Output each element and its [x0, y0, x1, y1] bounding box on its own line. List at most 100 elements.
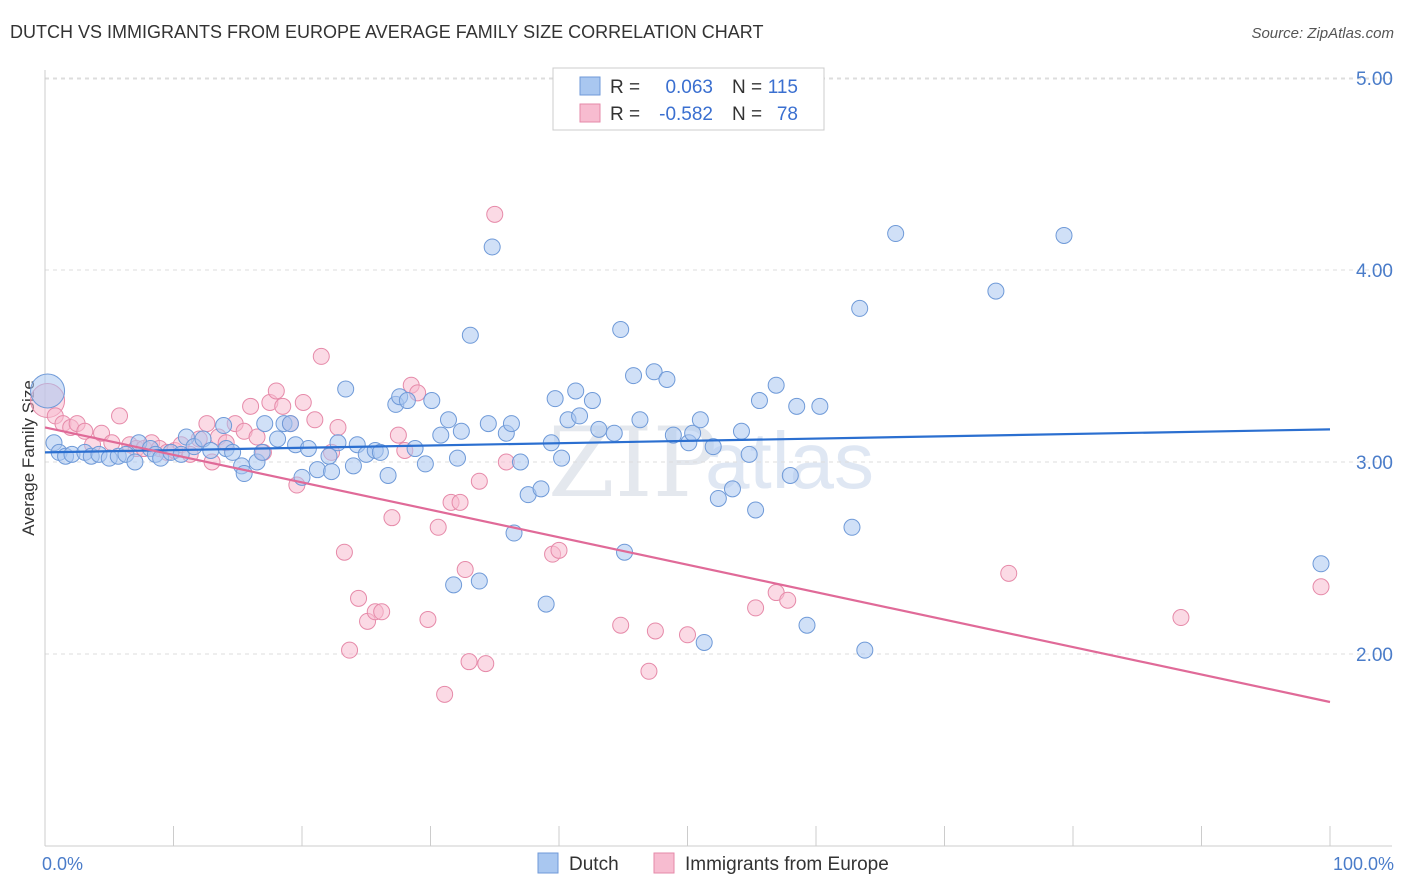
dutch-point [843, 518, 861, 536]
dutch-point [448, 449, 466, 467]
dutch-point [781, 466, 799, 484]
y-tick-label: 4.00 [1356, 261, 1393, 282]
dutch-point [537, 595, 555, 613]
y-tick-labels: 2.00 3.00 4.00 5.00 [1356, 69, 1393, 666]
dutch-point [1055, 226, 1073, 244]
dutch-point [337, 380, 355, 398]
x-tick-marks [44, 826, 1331, 846]
dutch-point [664, 426, 682, 444]
dutch-point [398, 392, 416, 410]
dutch-point [320, 447, 338, 465]
x-tick-label-min: 0.0% [42, 854, 83, 874]
dutch-point [281, 415, 299, 433]
immigrants-point [274, 397, 292, 415]
trend-lines [44, 426, 1331, 704]
dutch-point [887, 225, 905, 243]
dutch-point [344, 457, 362, 475]
immigrants-point [451, 493, 469, 511]
dutch-point [126, 453, 144, 471]
y-tick-label: 3.00 [1356, 453, 1393, 474]
legend-n-label-immigrants: N = [732, 104, 762, 125]
y-axis-label: Average Family Size [19, 380, 38, 536]
legend-r-label-immigrants: R = [610, 104, 640, 125]
immigrants-point [646, 622, 664, 640]
dutch-point [329, 434, 347, 452]
dutch-point [269, 430, 287, 448]
immigrants-point [329, 418, 347, 436]
dutch-point [553, 449, 571, 467]
dutch-point [1312, 555, 1330, 573]
bottom-legend-swatch-immigrants [653, 852, 675, 874]
dutch-point [788, 397, 806, 415]
dutch-point [253, 443, 271, 461]
legend-box: R = 0.063 N = 115 R = -0.582 N = 78 [552, 67, 825, 131]
immigrants-point [436, 685, 454, 703]
immigrants-point [460, 653, 478, 671]
dutch-point [371, 443, 389, 461]
immigrants-point [248, 428, 266, 446]
immigrants-point [550, 541, 568, 559]
immigrants-point [1172, 609, 1190, 627]
dutch-point [704, 438, 722, 456]
dutch-point [740, 445, 758, 463]
legend-n-label-dutch: N = [732, 77, 762, 98]
bottom-legend: Dutch Immigrants from Europe [537, 852, 889, 875]
dutch-point [732, 422, 750, 440]
dutch-point [416, 455, 434, 473]
dutch-point [423, 392, 441, 410]
immigrants-point [747, 599, 765, 617]
dutch-point [590, 420, 608, 438]
dutch-point [567, 382, 585, 400]
immigrants-trend-line [44, 426, 1331, 704]
dutch-point [645, 363, 663, 381]
dutch-point [658, 370, 676, 388]
dutch-point [461, 326, 479, 344]
dutch-point [709, 489, 727, 507]
dutch-point [445, 576, 463, 594]
dutch-point [439, 411, 457, 429]
dutch-point [625, 367, 643, 385]
legend-n-value-dutch: 115 [768, 77, 798, 98]
dutch-point [483, 238, 501, 256]
bottom-legend-immigrants: Immigrants from Europe [685, 854, 889, 875]
immigrants-point [1000, 564, 1018, 582]
immigrants-point [497, 453, 515, 471]
dutch-point [323, 463, 341, 481]
immigrants-point [267, 382, 285, 400]
dutch-point [612, 321, 630, 339]
dutch-point [747, 501, 765, 519]
x-tick-label-max: 100.0% [1333, 854, 1394, 874]
immigrants-point [429, 518, 447, 536]
immigrants-point [389, 426, 407, 444]
immigrants-point [373, 603, 391, 621]
dutch-point [546, 390, 564, 408]
dutch-point [532, 480, 550, 498]
y-tick-label: 5.00 [1356, 69, 1393, 90]
immigrants-point [470, 472, 488, 490]
immigrants-point [335, 543, 353, 561]
immigrants-point [111, 407, 129, 425]
dutch-points [30, 225, 1330, 659]
immigrants-point [779, 591, 797, 609]
dutch-point [511, 453, 529, 471]
dutch-point [452, 422, 470, 440]
bottom-legend-swatch-dutch [537, 852, 559, 874]
immigrants-point [341, 641, 359, 659]
immigrants-point [306, 411, 324, 429]
dutch-point [695, 633, 713, 651]
bottom-legend-dutch: Dutch [569, 854, 619, 875]
dutch-point [723, 480, 741, 498]
dutch-point [432, 426, 450, 444]
dutch-point [851, 299, 869, 317]
dutch-point [379, 466, 397, 484]
grid [45, 77, 1392, 655]
immigrants-point [486, 205, 504, 223]
dutch-point [631, 411, 649, 429]
legend-r-label-dutch: R = [610, 77, 640, 98]
immigrants-point [640, 662, 658, 680]
legend-r-value-dutch: 0.063 [665, 77, 713, 98]
immigrants-point [350, 589, 368, 607]
dutch-point [406, 440, 424, 458]
dutch-point [583, 392, 601, 410]
legend-n-value-immigrants: 78 [777, 104, 798, 125]
